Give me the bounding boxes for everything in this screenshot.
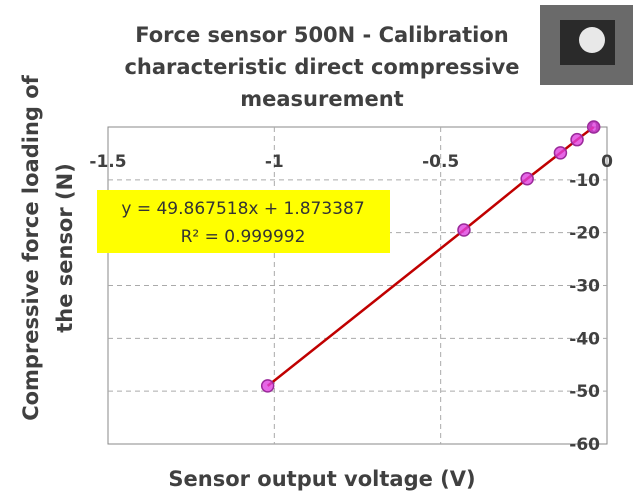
x-tick-label: -1.5: [89, 152, 126, 172]
x-tick-label: -0.5: [422, 152, 459, 172]
trendline-equation: y = 49.867518x + 1.873387: [121, 199, 364, 219]
x-tick-label: 0: [601, 152, 613, 172]
equation-box: [97, 190, 390, 253]
sensor-photo: [540, 5, 633, 85]
y-tick-label: -40: [569, 329, 600, 349]
chart-title: characteristic direct compressive: [124, 55, 519, 79]
y-tick-label: -10: [569, 171, 600, 191]
chart-title: Force sensor 500N - Calibration: [135, 23, 508, 47]
y-axis-label: Compressive force loading of: [19, 74, 43, 420]
y-tick-label: -30: [569, 277, 600, 297]
trendline-r2: R² = 0.999992: [181, 227, 306, 247]
y-tick-label: -60: [569, 435, 600, 455]
y-axis-label: the sensor (N): [53, 163, 77, 333]
data-point: [553, 146, 568, 160]
y-tick-label: -20: [569, 224, 600, 244]
y-tick-label: -50: [569, 382, 600, 402]
x-tick-label: -1: [265, 152, 284, 172]
data-point: [260, 379, 275, 393]
data-point: [570, 132, 584, 147]
x-axis-label: Sensor output voltage (V): [168, 467, 475, 491]
data-point: [457, 223, 471, 237]
chart-title: measurement: [240, 87, 403, 111]
data-point: [586, 120, 601, 134]
data-point: [520, 172, 534, 186]
